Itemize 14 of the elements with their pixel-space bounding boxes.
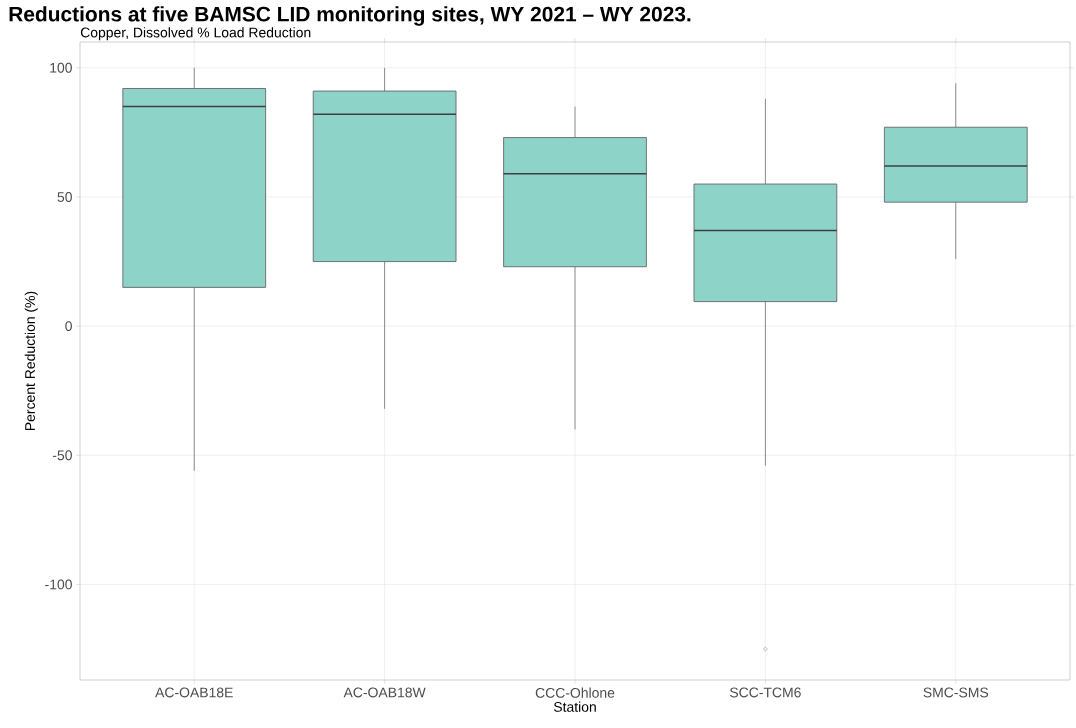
x-tick-label: AC-OAB18W xyxy=(343,687,426,698)
y-axis-title: Percent Reduction (%) xyxy=(24,291,38,431)
x-axis-title: Station xyxy=(553,701,596,712)
y-tick-label: -50 xyxy=(52,450,72,461)
chart-title: Reductions at five BAMSC LID monitoring sites, WY 2021 – WY 2023. xyxy=(9,6,691,26)
x-tick-label: AC-OAB18E xyxy=(155,687,233,698)
chart-subtitle: Copper, Dissolved % Load Reduction xyxy=(80,27,311,41)
y-tick-label: -100 xyxy=(45,579,72,590)
x-tick-label: SMC-SMS xyxy=(923,687,989,698)
y-tick-label: 100 xyxy=(50,62,72,73)
x-tick-label: SCC-TCM6 xyxy=(730,687,801,698)
y-tick-label: 50 xyxy=(57,192,72,202)
y-tick-label: 0 xyxy=(65,321,72,332)
x-tick-label: CCC-Ohlone xyxy=(535,687,615,698)
